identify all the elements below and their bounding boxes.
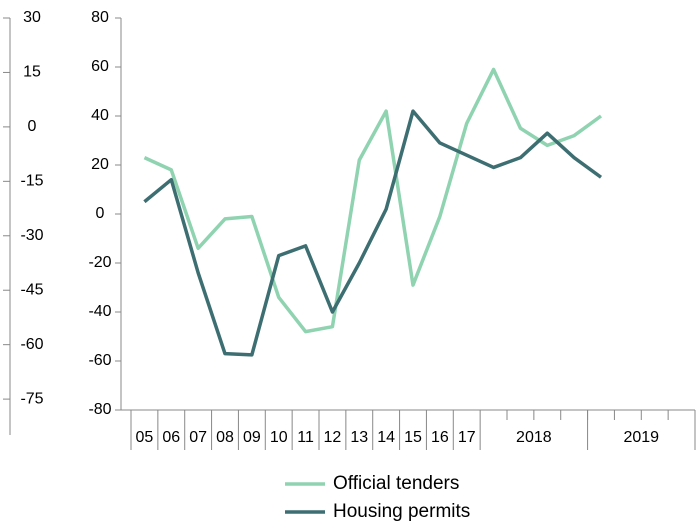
x-group-label: 2019 <box>623 429 659 446</box>
y-tick-label: 0 <box>96 205 105 222</box>
x-tick-label: 12 <box>324 429 342 446</box>
y2-tick-label: -60 <box>20 336 43 353</box>
y2-tick-label: 30 <box>23 9 41 26</box>
y-tick-label: 20 <box>91 156 109 173</box>
x-tick-label: 10 <box>270 429 288 446</box>
x-group-label: 2018 <box>516 429 552 446</box>
x-tick-label: 05 <box>136 429 154 446</box>
series-line <box>143 67 603 334</box>
y2-tick-label: -75 <box>20 390 43 407</box>
x-tick-label: 13 <box>350 429 368 446</box>
y2-tick-label: -30 <box>20 227 43 244</box>
y2-tick-label: 0 <box>28 118 37 135</box>
y-tick-label: -80 <box>88 401 111 418</box>
y-tick-label: 60 <box>91 58 109 75</box>
series-line <box>143 109 603 357</box>
y-tick-label: -60 <box>88 352 111 369</box>
y-tick-label: 40 <box>91 107 109 124</box>
y-tick-label: 80 <box>91 9 109 26</box>
y-tick-label: -20 <box>88 254 111 271</box>
y-tick-label: -40 <box>88 303 111 320</box>
legend-label: Official tenders <box>333 473 459 494</box>
y2-tick-label: -15 <box>20 173 43 190</box>
x-tick-label: 06 <box>162 429 180 446</box>
x-tick-label: 11 <box>297 429 314 446</box>
x-tick-label: 07 <box>189 429 207 446</box>
x-tick-label: 15 <box>404 429 422 446</box>
x-tick-label: 14 <box>377 429 395 446</box>
x-tick-label: 16 <box>431 429 449 446</box>
x-tick-label: 17 <box>458 429 476 446</box>
y2-tick-label: -45 <box>20 281 43 298</box>
y2-tick-label: 15 <box>23 64 41 81</box>
x-tick-label: 09 <box>243 429 261 446</box>
legend-label: Housing permits <box>333 501 470 522</box>
x-tick-label: 08 <box>216 429 234 446</box>
